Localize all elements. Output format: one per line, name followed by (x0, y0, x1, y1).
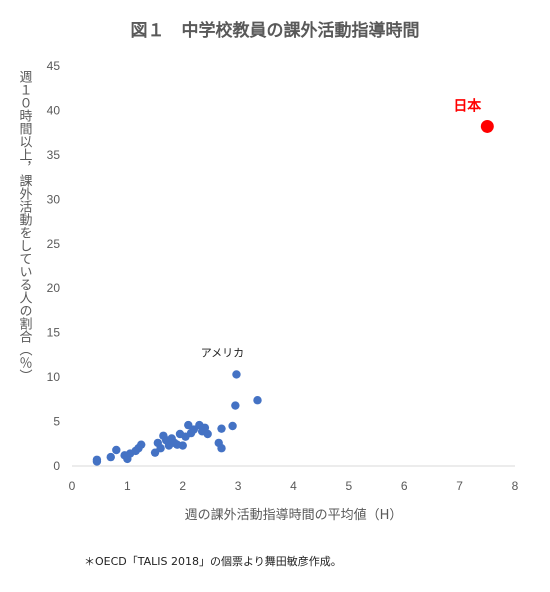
chart-title: 図１ 中学校教員の課外活動指導時間 (131, 20, 420, 41)
y-tick-label: 20 (47, 281, 61, 295)
x-tick-label: 3 (235, 479, 242, 493)
x-tick-label: 4 (290, 479, 297, 493)
x-tick-label: 2 (179, 479, 186, 493)
data-point (203, 429, 212, 439)
x-tick-label: 1 (124, 479, 131, 493)
y-tick-label: 5 (53, 415, 60, 429)
data-point (112, 445, 121, 455)
data-point (253, 396, 262, 405)
y-tick-label: 10 (47, 370, 61, 384)
data-point (178, 441, 187, 450)
x-axis-label: 週の課外活動指導時間の平均値（H） (185, 507, 403, 523)
data-point (217, 444, 226, 453)
data-point (137, 440, 146, 449)
footnote: ＊OECD「TALIS 2018」の個票より舞田敏彦作成。 (84, 555, 342, 568)
y-tick-label: 40 (47, 103, 61, 117)
data-point (92, 455, 102, 464)
y-axis-label: 週１０時間以上，課外活動をしている人の割合（％） (17, 70, 33, 382)
data-point (228, 421, 237, 431)
x-tick-label: 0 (69, 479, 76, 493)
data-point (231, 401, 240, 410)
x-tick-label: 7 (456, 479, 463, 493)
x-tick-label: 8 (512, 479, 519, 493)
annotation-japan: 日本 (453, 97, 482, 114)
highlight-point (480, 119, 494, 133)
x-tick-label: 6 (401, 479, 408, 493)
y-tick-label: 25 (47, 237, 61, 251)
y-tick-label: 0 (53, 459, 60, 473)
data-point (217, 424, 226, 433)
y-tick-label: 30 (47, 192, 61, 206)
y-tick-label: 15 (47, 326, 61, 340)
data-point (156, 444, 165, 453)
annotation-america: アメリカ (201, 346, 244, 359)
y-tick-label: 35 (47, 148, 61, 162)
data-point (232, 370, 241, 379)
data-point (106, 452, 115, 462)
x-tick-label: 5 (346, 479, 353, 493)
y-tick-label: 45 (47, 59, 61, 73)
